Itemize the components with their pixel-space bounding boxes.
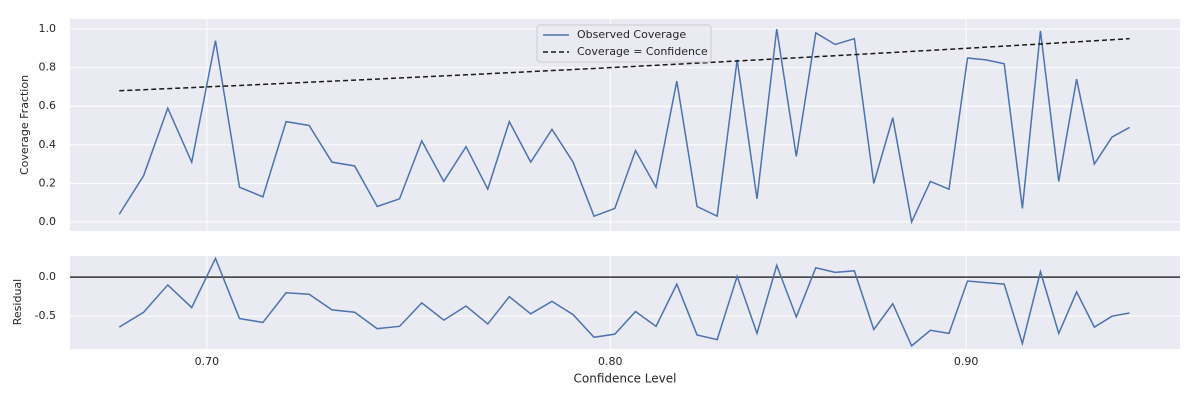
data-line — [118, 28, 1130, 225]
legend-label: Coverage = Confidence — [577, 45, 708, 58]
data-line — [118, 256, 1130, 348]
y-tick-label: 0.4 — [39, 138, 57, 151]
y-tick-label: 0.0 — [39, 215, 57, 228]
y-tick-label: 0.8 — [39, 61, 57, 74]
y-tick-label: 0.0 — [39, 270, 57, 283]
y-tick-label: 0.2 — [39, 176, 57, 189]
y-axis-label: Coverage Fraction — [18, 75, 31, 175]
x-tick-label: 0.80 — [598, 355, 623, 368]
x-axis-label: Confidence Level — [574, 372, 677, 386]
y-axis-label: Residual — [11, 279, 24, 325]
x-tick-label: 0.90 — [954, 355, 979, 368]
plot-area — [70, 256, 1180, 349]
legend-box — [536, 24, 712, 63]
y-tick-label: -0.5 — [35, 309, 56, 322]
y-tick-label: 1.0 — [39, 22, 57, 35]
x-tick-label: 0.70 — [195, 355, 220, 368]
legend-label: Observed Coverage — [577, 28, 686, 41]
y-tick-label: 0.6 — [39, 99, 57, 112]
data-line — [119, 37, 1130, 92]
